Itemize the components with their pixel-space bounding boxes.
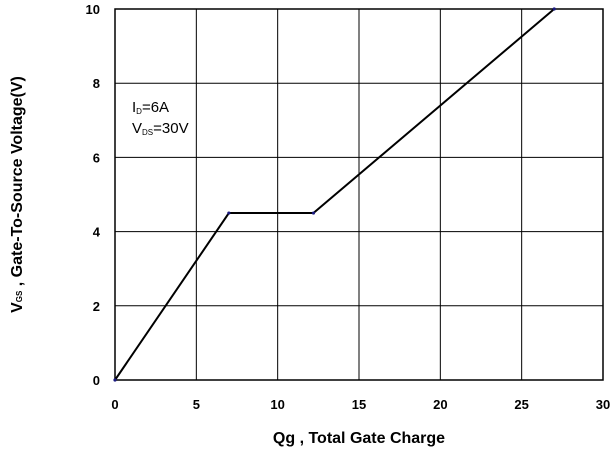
annotation-drain-current-main: I xyxy=(132,99,136,116)
y-axis-label-main: V xyxy=(9,302,26,313)
data-point xyxy=(113,378,117,382)
data-point xyxy=(227,211,231,215)
annotation-drain-source-voltage-main: V xyxy=(132,120,142,137)
y-tick-label: 6 xyxy=(93,150,100,165)
grid-lines xyxy=(115,9,603,380)
x-tick-label: 5 xyxy=(193,397,200,412)
y-tick-label: 10 xyxy=(86,2,100,17)
series-line xyxy=(114,8,555,381)
y-tick-label: 2 xyxy=(93,299,100,314)
annotation-drain-current-rest: =6A xyxy=(142,99,169,116)
data-point xyxy=(552,7,556,11)
y-tick-label: 0 xyxy=(93,373,100,388)
x-tick-label: 10 xyxy=(270,397,284,412)
x-tick-label: 20 xyxy=(433,397,447,412)
annotation-drain-source-voltage: VDS=30V xyxy=(132,120,189,137)
x-tick-label: 30 xyxy=(596,397,610,412)
y-axis-label-rest: , Gate-To-Source Voltage(V) xyxy=(9,76,26,291)
series-group xyxy=(113,7,556,382)
x-axis-ticks: 0 5 10 15 20 25 30 xyxy=(111,397,610,412)
annotation-drain-source-voltage-sub: DS xyxy=(142,128,153,137)
x-axis-label: Qg , Total Gate Charge xyxy=(273,430,445,447)
y-axis-label-sub: GS xyxy=(15,290,24,302)
plot-frame xyxy=(114,8,604,381)
y-tick-label: 4 xyxy=(93,225,101,240)
x-tick-label: 25 xyxy=(514,397,528,412)
y-axis-label: VGS , Gate-To-Source Voltage(V) xyxy=(9,76,26,313)
annotation-drain-source-voltage-rest: =30V xyxy=(153,120,188,137)
data-point xyxy=(311,211,316,215)
y-axis-ticks: 0 2 4 6 8 10 xyxy=(86,2,101,388)
y-tick-label: 8 xyxy=(93,76,100,91)
x-tick-label: 0 xyxy=(111,397,118,412)
annotation-drain-current: ID=6A xyxy=(132,99,169,116)
x-tick-label: 15 xyxy=(352,397,366,412)
annotation-drain-current-sub: D xyxy=(136,107,142,116)
